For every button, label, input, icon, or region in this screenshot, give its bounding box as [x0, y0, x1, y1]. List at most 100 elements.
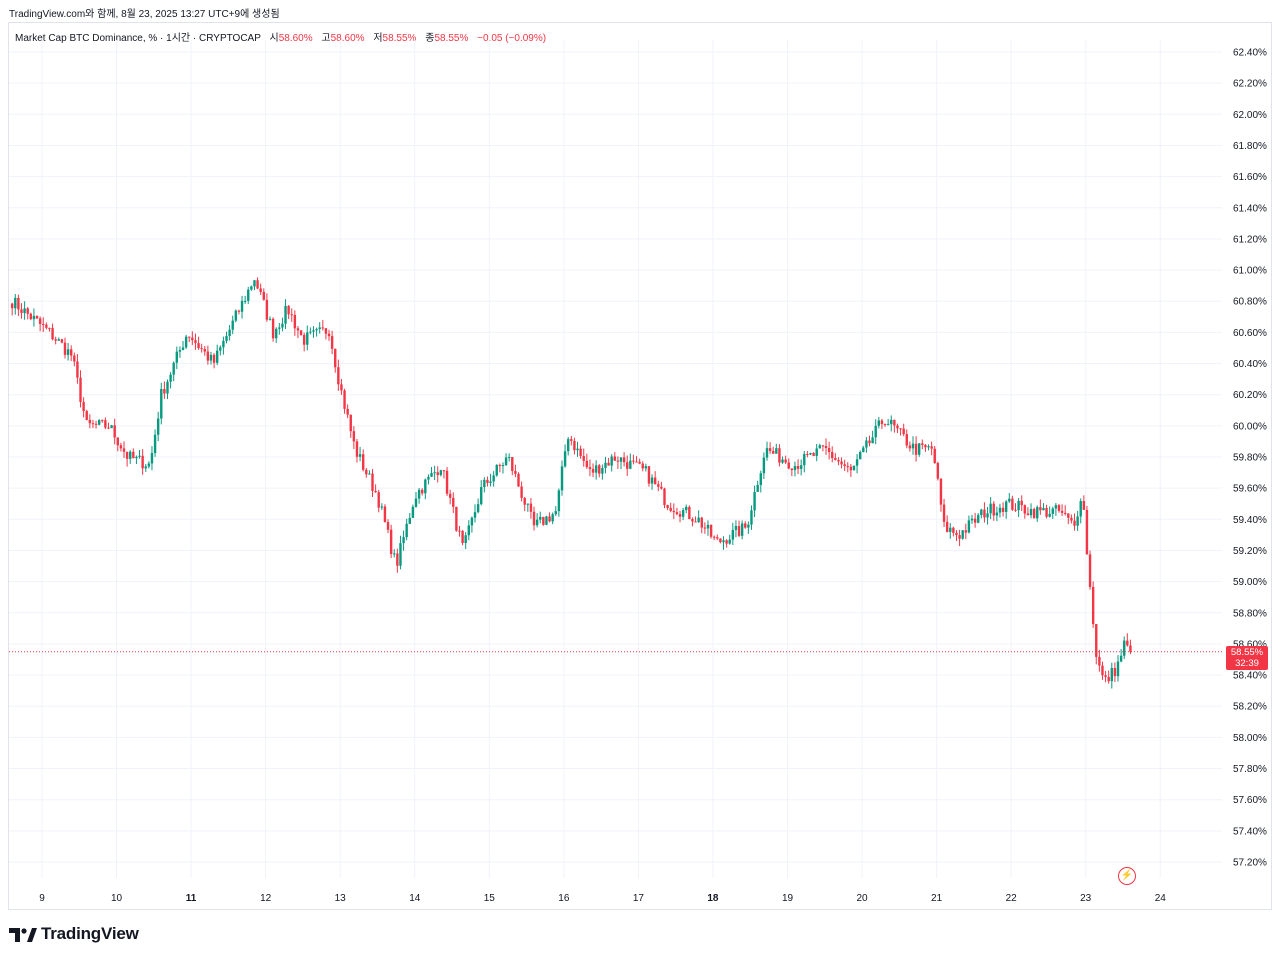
candle-body — [939, 478, 943, 505]
candle-body — [290, 314, 293, 316]
y-tick-label: 59.60% — [1233, 484, 1267, 495]
candle-body — [1107, 676, 1110, 682]
candle-body — [358, 454, 362, 457]
x-tick-label: 10 — [111, 893, 123, 904]
lightning-bolt-icon[interactable]: ⚡ — [1118, 867, 1136, 885]
candle-body — [635, 461, 638, 463]
candle-body — [1004, 501, 1008, 512]
y-tick-label: 57.40% — [1233, 826, 1267, 837]
candle-body — [461, 530, 464, 544]
candle-body — [955, 532, 958, 536]
candle-body — [532, 511, 536, 526]
y-tick-label: 61.40% — [1233, 203, 1267, 214]
candle-body — [613, 456, 616, 461]
candle-body — [107, 427, 110, 429]
candle-body — [318, 327, 321, 330]
candle-body — [464, 535, 467, 544]
candle-body — [911, 443, 915, 449]
legend-symbol[interactable]: Market Cap BTC Dominance, % — [15, 33, 158, 44]
candle-body — [334, 348, 337, 368]
candle-body — [144, 466, 147, 469]
candle-body — [455, 506, 458, 531]
candle-body — [389, 529, 393, 555]
candle-body — [88, 419, 92, 424]
y-tick-label: 61.20% — [1233, 234, 1267, 245]
candle-body — [1017, 500, 1020, 511]
candle-body — [542, 516, 545, 525]
candle-body — [85, 411, 88, 420]
candle-body — [716, 537, 719, 539]
legend-close-value: 58.55% — [434, 33, 469, 44]
candle-body — [1098, 656, 1101, 666]
candle-body — [644, 466, 648, 469]
y-tick-label: 58.60% — [1233, 639, 1267, 650]
candle-body — [1045, 507, 1048, 517]
candle-body — [284, 305, 287, 324]
candle-body — [731, 529, 735, 540]
candle-body — [1063, 512, 1067, 514]
x-tick-label: 14 — [409, 893, 421, 904]
candle-body — [949, 527, 952, 532]
candle-body — [675, 512, 679, 515]
candle-body — [1029, 509, 1033, 516]
candle-body — [576, 448, 579, 451]
candle-body — [324, 328, 328, 334]
candle-body — [343, 390, 346, 409]
candle-body — [1095, 624, 1098, 657]
candle-body — [10, 303, 14, 309]
candle-body — [747, 524, 750, 528]
candle-body — [781, 459, 784, 463]
candle-body — [393, 553, 396, 555]
tradingview-brand[interactable]: TradingView — [9, 924, 139, 944]
candle-body — [582, 456, 585, 461]
candle-body — [598, 465, 601, 474]
candle-body — [803, 453, 806, 466]
candle-body — [445, 470, 449, 494]
candle-body — [663, 488, 666, 506]
candle-body — [60, 339, 64, 343]
candle-body — [247, 289, 250, 301]
candle-body — [383, 506, 387, 523]
candle-body — [529, 503, 533, 512]
candle-body — [271, 318, 275, 339]
candle-body — [501, 465, 505, 467]
candle-body — [340, 384, 343, 391]
x-tick-label: 11 — [186, 893, 197, 904]
candle-body — [784, 459, 787, 463]
candle-body — [740, 523, 744, 536]
candle-body — [868, 440, 871, 444]
legend-open-value: 58.60% — [278, 33, 313, 44]
candle-body — [396, 553, 399, 566]
candle-body — [793, 466, 797, 471]
candle-body — [125, 451, 129, 459]
y-tick-label: 62.20% — [1233, 79, 1267, 90]
candle-body — [908, 445, 912, 449]
x-tick-label: 9 — [39, 893, 45, 904]
candle-body — [1008, 498, 1011, 502]
legend-interval[interactable]: 1시간 — [166, 33, 191, 44]
legend-change: −0.05 (−0.09%) — [477, 33, 547, 44]
candle-body — [591, 468, 595, 473]
candle-body — [1057, 505, 1061, 511]
candle-body — [489, 481, 492, 483]
candle-body — [858, 452, 862, 460]
x-tick-label: 18 — [707, 893, 719, 904]
candle-body — [386, 522, 390, 530]
candle-body — [209, 354, 213, 361]
candle-body — [831, 452, 834, 459]
candle-body — [563, 451, 567, 467]
x-tick-label: 21 — [931, 893, 943, 904]
candle-body — [504, 457, 508, 466]
candle-body — [712, 536, 716, 538]
candle-body — [980, 509, 983, 516]
y-tick-label: 62.40% — [1233, 48, 1267, 59]
y-tick-label: 60.80% — [1233, 297, 1267, 308]
candle-body — [250, 286, 253, 290]
candle-body — [473, 512, 477, 518]
candle-body — [936, 462, 940, 479]
candle-body — [650, 477, 654, 484]
candle-body — [433, 472, 436, 474]
candle-body — [191, 337, 194, 341]
candle-body — [1026, 513, 1030, 516]
